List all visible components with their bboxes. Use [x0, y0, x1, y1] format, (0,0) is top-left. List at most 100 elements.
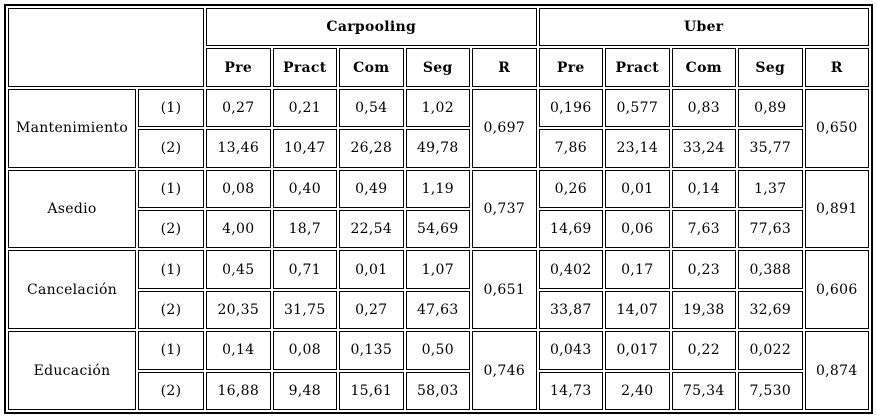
value-cell: 33,24 — [671, 129, 736, 168]
table-row: Asedio (1) 0,08 0,40 0,49 1,19 0,737 0,2… — [8, 169, 869, 249]
column-header-pre-carpooling: Pre — [206, 48, 271, 87]
value-cell: 58,03 — [405, 371, 470, 410]
value-cell: 1,19 — [405, 169, 470, 208]
column-header-com-uber: Com — [671, 48, 736, 87]
value-cell: 0,08 — [272, 331, 337, 370]
value-cell: 0,06 — [605, 209, 670, 249]
value-cell: 0,14 — [206, 331, 271, 370]
group-header-uber: Uber — [538, 8, 869, 47]
r-value-cell-uber: 0,891 — [804, 169, 869, 249]
r-value-cell-uber: 0,874 — [804, 331, 869, 410]
value-cell: 16,88 — [206, 371, 271, 410]
value-cell: 0,135 — [339, 331, 404, 370]
column-header-com-carpooling: Com — [339, 48, 404, 87]
value-cell: 22,54 — [339, 209, 404, 249]
table-row: Educación (1) 0,14 0,08 0,135 0,50 0,746… — [8, 331, 869, 410]
value-cell: 26,28 — [339, 129, 404, 168]
value-cell: 0,22 — [671, 331, 736, 370]
value-cell: 0,022 — [738, 331, 803, 370]
value-cell: 23,14 — [605, 129, 670, 168]
header-row-groups: Carpooling Uber — [8, 8, 869, 87]
value-cell: 0,50 — [405, 331, 470, 370]
r-value-cell-carpooling: 0,697 — [472, 88, 537, 168]
value-cell: 0,26 — [538, 169, 603, 208]
subrow-tag: (2) — [138, 129, 204, 168]
value-cell: 9,48 — [272, 371, 337, 410]
value-cell: 7,63 — [671, 209, 736, 249]
value-cell: 7,530 — [738, 371, 803, 410]
table-row: (2) 4,00 18,7 22,54 54,69 14,69 0,06 7,6… — [8, 209, 869, 249]
value-cell: 31,75 — [272, 290, 337, 330]
subrow-tag: (2) — [138, 209, 204, 249]
subrow-tag: (2) — [138, 290, 204, 330]
value-cell: 0,08 — [206, 169, 271, 208]
value-cell: 0,21 — [272, 88, 337, 128]
subrow-tag: (2) — [138, 371, 204, 410]
value-cell: 0,83 — [671, 88, 736, 128]
value-cell: 0,577 — [605, 88, 670, 128]
value-cell: 14,69 — [538, 209, 603, 249]
value-cell: 0,23 — [671, 250, 736, 289]
category-label-asedio: Asedio — [8, 169, 136, 249]
column-header-pract-uber: Pract — [605, 48, 670, 87]
r-value-cell-carpooling: 0,737 — [472, 169, 537, 249]
value-cell: 7,86 — [538, 129, 603, 168]
value-cell: 0,01 — [339, 250, 404, 289]
value-cell: 0,27 — [339, 290, 404, 330]
subrow-tag: (1) — [138, 169, 204, 208]
r-value-cell-carpooling: 0,651 — [472, 250, 537, 330]
value-cell: 4,00 — [206, 209, 271, 249]
value-cell: 15,61 — [339, 371, 404, 410]
value-cell: 0,14 — [671, 169, 736, 208]
column-header-pre-uber: Pre — [538, 48, 603, 87]
value-cell: 13,46 — [206, 129, 271, 168]
r-value-cell-uber: 0,606 — [804, 250, 869, 330]
category-label-cancelacion: Cancelación — [8, 250, 136, 330]
value-cell: 0,71 — [272, 250, 337, 289]
value-cell: 75,34 — [671, 371, 736, 410]
value-cell: 54,69 — [405, 209, 470, 249]
value-cell: 0,49 — [339, 169, 404, 208]
table-row: Mantenimiento (1) 0,27 0,21 0,54 1,02 0,… — [8, 88, 869, 168]
column-header-r-carpooling: R — [472, 48, 537, 87]
column-header-pract-carpooling: Pract — [272, 48, 337, 87]
value-cell: 77,63 — [738, 209, 803, 249]
value-cell: 0,402 — [538, 250, 603, 289]
value-cell: 14,73 — [538, 371, 603, 410]
value-cell: 20,35 — [206, 290, 271, 330]
value-cell: 0,043 — [538, 331, 603, 370]
value-cell: 1,37 — [738, 169, 803, 208]
value-cell: 18,7 — [272, 209, 337, 249]
value-cell: 0,27 — [206, 88, 271, 128]
value-cell: 10,47 — [272, 129, 337, 168]
value-cell: 32,69 — [738, 290, 803, 330]
category-label-mantenimiento: Mantenimiento — [8, 88, 136, 168]
group-header-carpooling: Carpooling — [206, 8, 537, 47]
value-cell: 35,77 — [738, 129, 803, 168]
table-row: Cancelación (1) 0,45 0,71 0,01 1,07 0,65… — [8, 250, 869, 330]
empty-corner-cell — [8, 8, 204, 87]
column-header-seg-carpooling: Seg — [405, 48, 470, 87]
value-cell: 0,17 — [605, 250, 670, 289]
value-cell: 1,07 — [405, 250, 470, 289]
value-cell: 0,89 — [738, 88, 803, 128]
value-cell: 0,196 — [538, 88, 603, 128]
value-cell: 47,63 — [405, 290, 470, 330]
table-row: (2) 20,35 31,75 0,27 47,63 33,87 14,07 1… — [8, 290, 869, 330]
value-cell: 0,54 — [339, 88, 404, 128]
value-cell: 1,02 — [405, 88, 470, 128]
value-cell: 0,45 — [206, 250, 271, 289]
value-cell: 2,40 — [605, 371, 670, 410]
value-cell: 14,07 — [605, 290, 670, 330]
subrow-tag: (1) — [138, 250, 204, 289]
value-cell: 0,388 — [738, 250, 803, 289]
value-cell: 0,017 — [605, 331, 670, 370]
column-header-r-uber: R — [804, 48, 869, 87]
value-cell: 33,87 — [538, 290, 603, 330]
column-header-seg-uber: Seg — [738, 48, 803, 87]
table-row: (2) 16,88 9,48 15,61 58,03 14,73 2,40 75… — [8, 371, 869, 410]
r-value-cell-uber: 0,650 — [804, 88, 869, 168]
value-cell: 19,38 — [671, 290, 736, 330]
r-value-cell-carpooling: 0,746 — [472, 331, 537, 410]
